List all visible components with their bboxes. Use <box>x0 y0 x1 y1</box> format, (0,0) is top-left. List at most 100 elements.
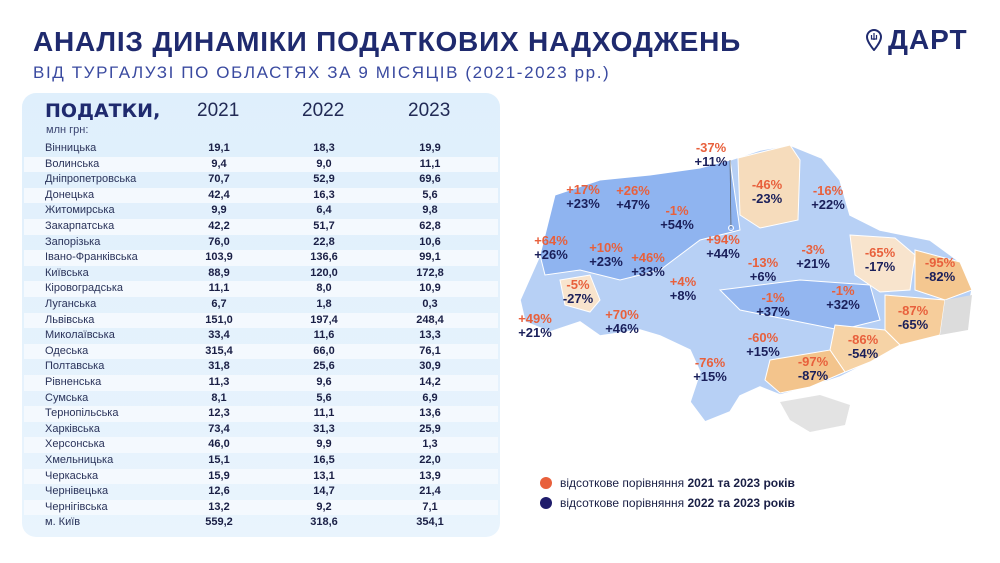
change-2021-2023: -86% <box>847 332 879 347</box>
map-label-kirovohrad: -1% +37% <box>756 291 790 319</box>
region-name: Дніпропетровська <box>45 173 137 186</box>
page-subtitle: ВІД ТУРГАЛУЗІ ПО ОБЛАСТЯХ ЗА 9 МІСЯЦІВ (… <box>33 63 611 82</box>
value-2023: 9,8 <box>422 204 438 217</box>
region-name: Миколаївська <box>45 329 115 342</box>
value-2021: 31,8 <box>208 360 230 373</box>
value-2023: 5,6 <box>422 188 438 201</box>
value-2023: 30,9 <box>419 360 441 373</box>
change-2022-2023: +21% <box>796 256 830 271</box>
table-row: Львівська 151,0 197,4 248,4 <box>24 312 498 329</box>
region-name: Вінницька <box>45 142 97 154</box>
value-2023: 10,6 <box>419 235 441 248</box>
change-2021-2023: -16% <box>812 183 844 198</box>
region-name: Рівненська <box>45 376 102 388</box>
map-label-sumy: -16% +22% <box>811 184 845 212</box>
value-2021: 8,1 <box>211 391 227 404</box>
region-name: Житомирська <box>45 204 115 217</box>
region-name: Львівська <box>45 313 95 326</box>
change-2022-2023: +23% <box>566 196 600 211</box>
change-2022-2023: -82% <box>924 269 956 284</box>
value-2023: 99,1 <box>419 251 441 264</box>
region-name: Чернівецька <box>45 485 109 498</box>
value-2021: 151,0 <box>205 313 233 326</box>
change-2022-2023: +11% <box>694 154 728 169</box>
value-2023: 19,9 <box>419 142 441 154</box>
table-row: Закарпатська 42,2 51,7 62,8 <box>24 219 498 235</box>
region-name: Сумська <box>45 391 89 404</box>
change-2021-2023: -97% <box>797 354 829 369</box>
value-2021: 70,7 <box>208 173 230 186</box>
value-2022: 22,8 <box>313 235 335 248</box>
value-2021: 76,0 <box>208 235 230 248</box>
table-row: Херсонська 46,0 9,9 1,3 <box>24 437 498 453</box>
change-2021-2023: -3% <box>801 242 825 257</box>
value-2022: 5,6 <box>316 391 332 404</box>
crimea <box>780 395 850 432</box>
value-2023: 13,6 <box>419 407 441 420</box>
change-2022-2023: -87% <box>797 368 829 383</box>
change-2022-2023: -17% <box>864 259 896 274</box>
value-2022: 197,4 <box>310 313 338 326</box>
change-2021-2023: +49% <box>518 311 552 326</box>
map-label-ivano-frankivsk: -5% -27% <box>563 278 593 306</box>
map-label-vinnytsia: +4% +8% <box>670 275 696 303</box>
region-kharkiv <box>849 234 916 293</box>
region-center <box>718 279 881 331</box>
table-row: Донецька 42,4 16,3 5,6 <box>24 187 498 204</box>
value-2022: 16,5 <box>313 454 335 466</box>
change-2022-2023: +54% <box>660 217 694 232</box>
change-2022-2023: +21% <box>518 325 552 340</box>
table-row: Житомирська 9,9 6,4 9,8 <box>24 203 498 219</box>
table-row: Тернопільська 12,3 11,1 13,6 <box>24 406 498 422</box>
value-2022: 120,0 <box>310 266 338 279</box>
table-row: Чернігівська 13,2 9,2 7,1 <box>24 499 498 516</box>
region-name: Запорізька <box>45 235 101 248</box>
value-2021: 46,0 <box>208 438 230 451</box>
map-label-cherkasy: -13% +6% <box>748 256 778 284</box>
value-2021: 42,4 <box>208 188 230 201</box>
map-label-dnipro: -1% +32% <box>826 284 860 312</box>
region-name: м. Київ <box>45 516 81 529</box>
table-unit: млн грн: <box>46 124 89 136</box>
value-2023: 11,1 <box>419 157 441 170</box>
change-2022-2023: +15% <box>746 344 780 359</box>
value-2021: 15,9 <box>208 469 230 482</box>
change-2022-2023: +22% <box>811 197 845 212</box>
region-ivano-frankivsk <box>559 274 601 313</box>
kyiv-city-marker <box>728 225 734 231</box>
value-2023: 6,9 <box>422 391 438 404</box>
table-row: Волинська 9,4 9,0 11,1 <box>24 156 498 173</box>
value-2023: 22,0 <box>419 454 441 466</box>
value-2023: 14,2 <box>419 376 441 388</box>
value-2021: 42,2 <box>208 220 230 232</box>
region-name: Волинська <box>45 157 100 170</box>
change-2022-2023: +33% <box>631 264 665 279</box>
change-2021-2023: -37% <box>695 140 727 155</box>
region-name: Тернопільська <box>45 407 119 420</box>
value-2021: 88,9 <box>208 266 230 279</box>
location-pin-icon <box>866 29 882 51</box>
value-2023: 354,1 <box>416 516 444 529</box>
region-name: Чернігівська <box>45 500 108 513</box>
table-row: Кіровоградська 11,1 8,0 10,9 <box>24 281 498 297</box>
value-2022: 25,6 <box>313 360 335 373</box>
value-2021: 9,4 <box>211 157 227 170</box>
legend-text: відсоткове порівняння <box>560 496 688 510</box>
change-2022-2023: -23% <box>751 191 783 206</box>
table-row: Дніпропетровська 70,7 52,9 69,6 <box>24 172 498 188</box>
column-header-2022: 2022 <box>302 100 345 121</box>
value-2023: 13,9 <box>419 469 441 482</box>
change-2021-2023: -76% <box>694 355 726 370</box>
value-2021: 9,9 <box>211 204 227 217</box>
change-2021-2023: -87% <box>897 303 929 318</box>
occupied-area <box>940 295 972 335</box>
map-label-kyiv-oblast: +94% +44% <box>706 233 740 261</box>
value-2023: 25,9 <box>419 422 441 435</box>
value-2023: 0,3 <box>422 298 438 310</box>
value-2021: 73,4 <box>208 422 230 435</box>
map-label-zaporizhzhia: -86% -54% <box>848 333 878 361</box>
table-row: Рівненська 11,3 9,6 14,2 <box>24 375 498 391</box>
value-2022: 6,4 <box>316 204 332 217</box>
change-2021-2023: +4% <box>669 274 697 289</box>
logo-text: ДАРТ <box>888 24 968 55</box>
